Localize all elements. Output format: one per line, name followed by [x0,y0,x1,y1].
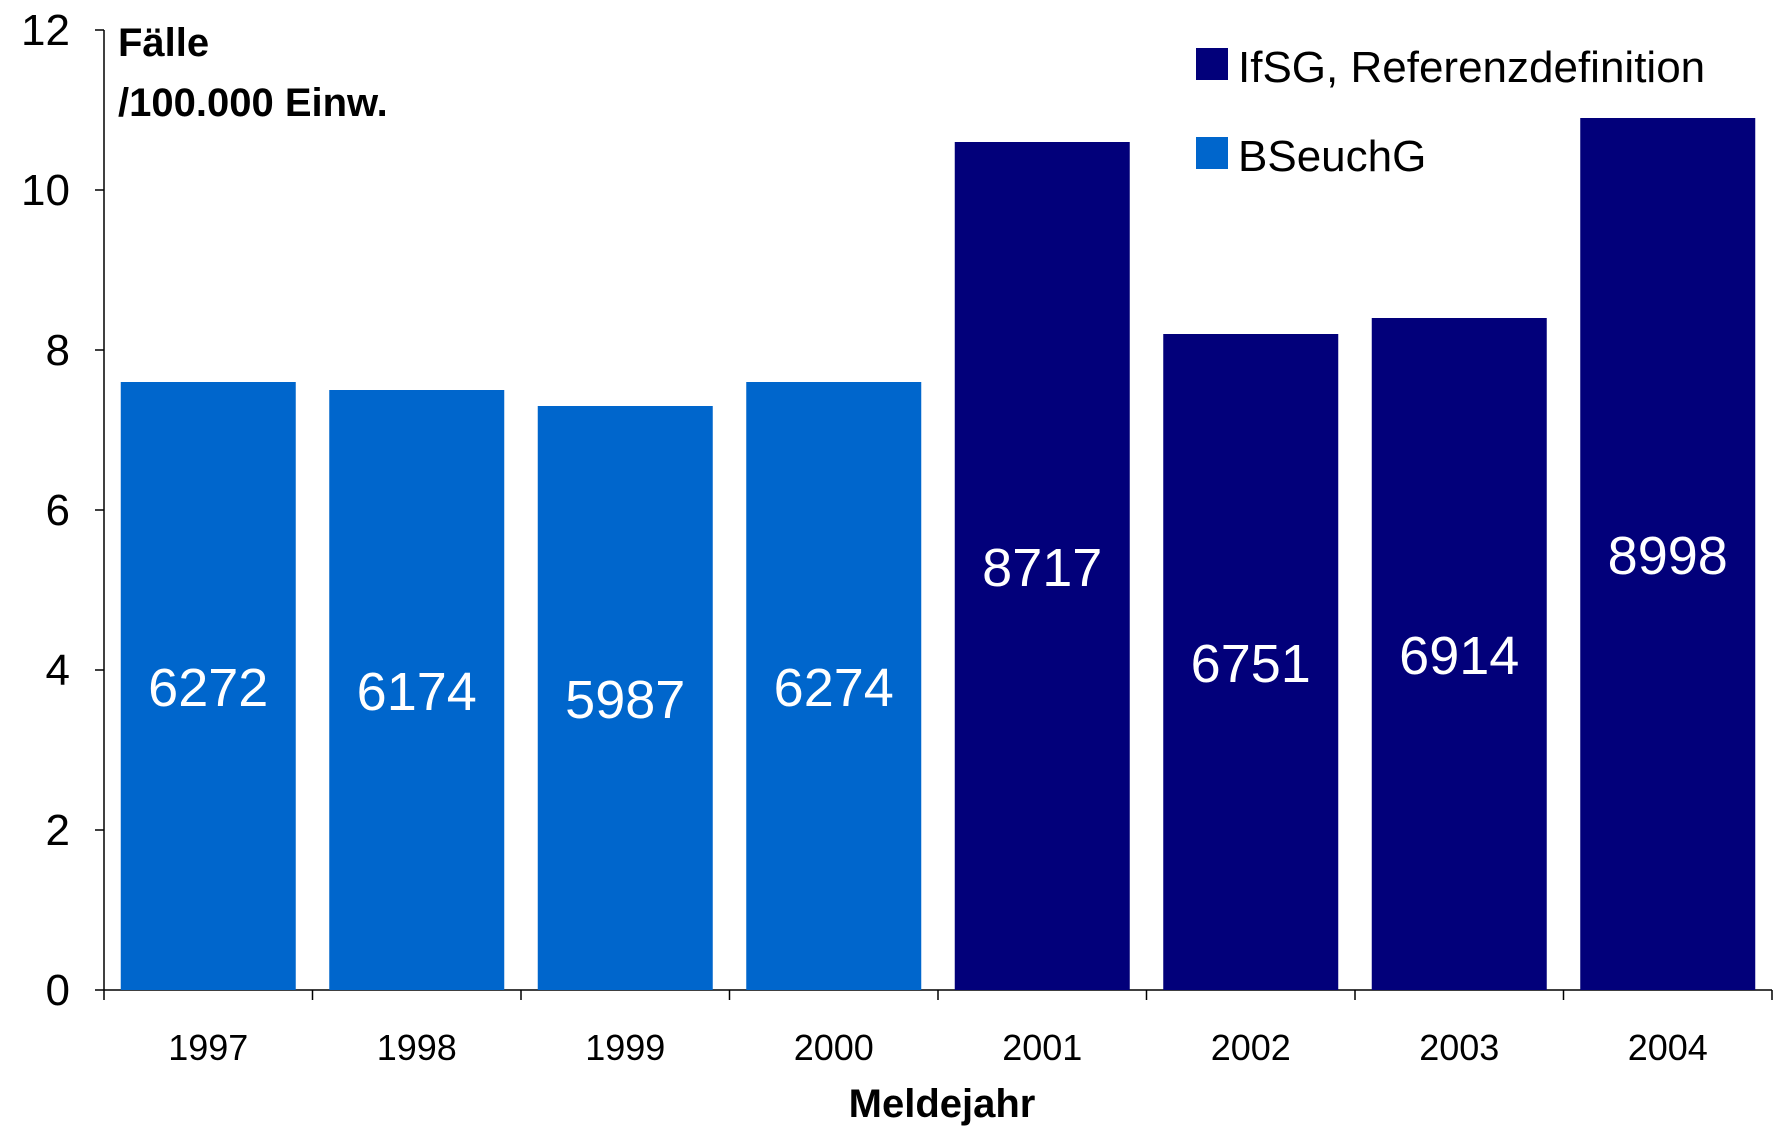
y-axis-ticks: 0 2 4 6 8 10 12 [21,6,104,1015]
bar-data-label: 6272 [148,658,268,718]
legend-label-ifsg: IfSG, Referenzdefinition [1238,43,1705,92]
x-tick-label: 2001 [1002,1027,1082,1068]
bar-data-label: 8717 [982,538,1102,598]
bar-data-label: 8998 [1608,526,1728,586]
y-tick-label: 2 [46,806,70,855]
bar-2000 [746,382,922,990]
y-tick-label: 8 [46,326,70,375]
bar-data-label: 6174 [357,662,477,722]
bar-2002 [1163,334,1339,990]
y-axis-title-line1: Fälle [118,21,209,65]
y-tick-label: 12 [21,6,70,55]
bar-data-label: 6274 [774,658,894,718]
legend-label-bseuchg: BSeuchG [1238,132,1426,181]
bar-2001 [954,142,1130,990]
legend: IfSG, Referenzdefinition BSeuchG [1196,43,1705,181]
x-tick-label: 2004 [1628,1027,1708,1068]
y-tick-label: 0 [46,966,70,1015]
bar-2003 [1371,318,1547,990]
x-axis-ticks: 1997 1998 1999 2000 2001 2002 2003 2004 [103,990,1773,1068]
x-axis-title: Meldejahr [849,1082,1036,1126]
x-tick-label: 2000 [794,1027,874,1068]
x-tick-label: 1997 [168,1027,248,1068]
x-tick-label: 2002 [1211,1027,1291,1068]
bar-1997 [120,382,296,990]
bars [120,118,1756,990]
x-tick-label: 2003 [1419,1027,1499,1068]
bar-1998 [329,390,505,990]
x-tick-label: 1999 [585,1027,665,1068]
bar-data-label: 6914 [1399,626,1519,686]
x-tick-label: 1998 [377,1027,457,1068]
bar-1999 [537,406,713,990]
y-tick-label: 10 [21,166,70,215]
y-tick-label: 4 [46,646,70,695]
legend-swatch-bseuchg [1196,137,1228,169]
bar-2004 [1580,118,1756,990]
bar-labels: 6272 6174 5987 6274 8717 6751 6914 8998 [148,526,1728,730]
y-tick-label: 6 [46,486,70,535]
bar-data-label: 6751 [1191,634,1311,694]
legend-swatch-ifsg [1196,48,1228,80]
y-axis-title-line2: /100.000 Einw. [118,81,388,125]
bar-data-label: 5987 [565,670,685,730]
